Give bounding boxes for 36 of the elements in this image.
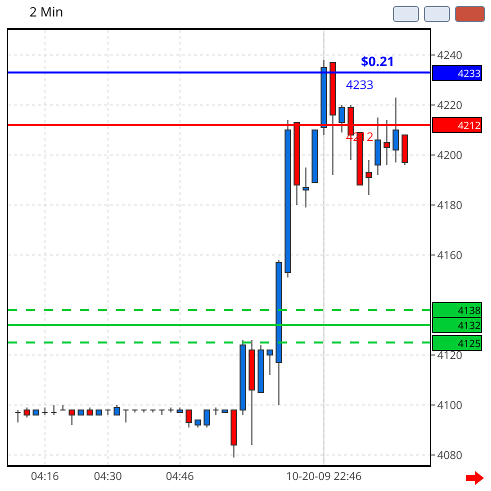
ref-line-label: 4132 <box>458 318 481 332</box>
candlestick <box>302 167 310 208</box>
ref-line-label: 4212 <box>458 118 481 132</box>
candlestick <box>122 410 130 423</box>
x-tick-label: 04:16 <box>30 469 59 484</box>
x-tick-label: 04:46 <box>166 469 194 484</box>
x-tick-label: 04:30 <box>94 469 122 484</box>
x-tick-label: 10-20-09 22:46 <box>286 469 362 484</box>
y-tick-label: 4200 <box>437 148 462 163</box>
y-tick-label: 4080 <box>437 448 462 463</box>
candlestick <box>366 160 372 196</box>
ref-line-label: 4125 <box>458 336 481 350</box>
y-tick-label: 4100 <box>437 398 462 413</box>
y-tick-label: 4160 <box>437 248 462 263</box>
candlestick <box>338 104 346 133</box>
annotation: $0.21 <box>361 52 394 70</box>
candlestick <box>104 410 112 416</box>
y-tick-label: 4120 <box>437 348 462 363</box>
annotation: 4233 <box>346 76 374 93</box>
chart-title: 2 Min <box>29 2 64 20</box>
candlestick <box>186 410 192 428</box>
candlestick <box>158 410 166 416</box>
candlestick <box>266 350 274 376</box>
candlestick <box>60 404 66 410</box>
ref-line-label: 4138 <box>458 303 481 317</box>
y-tick-label: 4220 <box>437 98 462 113</box>
candlestick <box>392 97 400 163</box>
candlestick <box>68 410 76 426</box>
candlestick <box>24 407 30 418</box>
candlestick <box>14 410 22 423</box>
ref-line-label: 4233 <box>458 66 481 80</box>
y-tick-label: 4240 <box>437 48 462 63</box>
candlestick <box>114 404 120 416</box>
candlestick <box>50 404 58 416</box>
candlestick <box>204 410 210 428</box>
y-tick-label: 4180 <box>437 198 462 213</box>
